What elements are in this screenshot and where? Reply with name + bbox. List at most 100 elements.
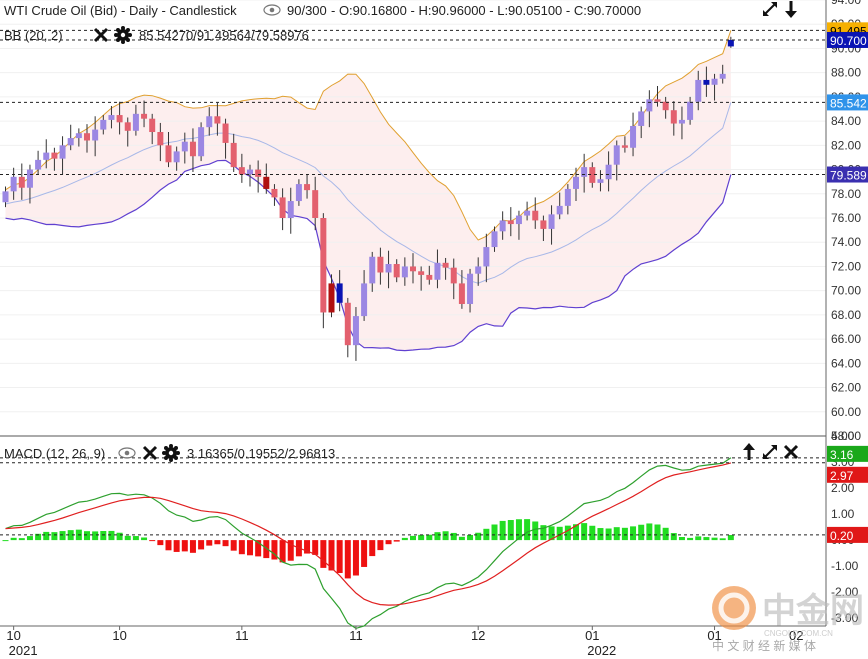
price-expand-icon[interactable] <box>763 2 777 16</box>
macd-histogram-bar <box>92 531 99 541</box>
watermark-tagline: 中 文 财 经 新 媒 体 <box>712 638 816 653</box>
macd-histogram-bar <box>605 528 612 541</box>
candle-body <box>165 145 172 163</box>
candle-body <box>515 215 522 225</box>
price-tick-label: 84.00 <box>831 114 861 128</box>
candle-body <box>173 151 180 163</box>
candle-body <box>711 78 718 85</box>
macd-signal-line <box>5 462 732 606</box>
candle-body <box>450 267 457 284</box>
price-panel[interactable] <box>0 0 826 437</box>
bollinger-lower-line <box>5 159 732 352</box>
visibility-eye-icon[interactable] <box>263 4 281 16</box>
candle-body <box>230 142 237 168</box>
macd-remove-icon[interactable] <box>783 444 799 460</box>
bar-counter: 90/300 <box>287 3 327 18</box>
macd-histogram-bar <box>573 524 579 541</box>
candle-body <box>149 118 156 133</box>
axis-badge-bg <box>827 31 868 48</box>
candle-body <box>426 274 433 280</box>
macd-close-icon[interactable] <box>142 445 158 461</box>
macd-histogram-bar <box>116 532 123 541</box>
candle-body <box>605 164 612 180</box>
candle-body <box>2 191 9 203</box>
candle-body <box>255 169 262 177</box>
macd-histogram-bar <box>548 526 555 541</box>
price-tick-label: 76.00 <box>831 211 861 225</box>
macd-histogram-bar <box>385 540 392 545</box>
candle-body <box>483 247 490 267</box>
candle-body <box>475 266 482 274</box>
bb-close-icon[interactable] <box>93 27 109 43</box>
macd-move-up-icon[interactable] <box>743 443 755 460</box>
candle-body <box>271 188 278 198</box>
watermark-name: 中金网 <box>762 591 864 630</box>
macd-histogram-bar <box>230 540 237 551</box>
candle-body <box>418 271 425 275</box>
macd-histogram-bar <box>695 536 702 541</box>
macd-histogram-bar <box>393 540 400 542</box>
candle-body <box>43 152 50 160</box>
macd-histogram <box>2 519 734 579</box>
price-tick-label: 78.00 <box>831 187 861 201</box>
macd-histogram-bar <box>18 538 25 541</box>
candle-body <box>116 115 123 123</box>
time-label: 11 <box>349 628 363 643</box>
candle-body <box>336 283 343 303</box>
macd-histogram-bar <box>491 524 498 541</box>
time-label: 10 <box>112 628 126 643</box>
macd-tick-label: -1.00 <box>831 559 859 573</box>
macd-histogram-bar <box>287 540 294 561</box>
candle-body <box>352 316 359 346</box>
macd-histogram-bar <box>271 540 278 560</box>
watermark-logo-ring-icon <box>718 592 750 624</box>
macd-histogram-bar <box>727 535 734 541</box>
macd-histogram-bar <box>132 536 139 541</box>
macd-histogram-bar <box>352 540 359 576</box>
candle-body <box>410 266 416 272</box>
macd-histogram-bar <box>312 540 319 555</box>
candle-body <box>67 138 74 146</box>
candle-body <box>695 79 702 102</box>
candle-body <box>132 113 139 131</box>
candle-body <box>662 101 669 111</box>
candle-body <box>540 220 547 229</box>
macd-settings-gear-icon[interactable] <box>162 444 180 462</box>
bollinger-band-fill <box>5 30 731 351</box>
candle-body <box>532 210 539 221</box>
axis-badge-bg <box>827 526 868 543</box>
macd-histogram-bar <box>467 534 474 541</box>
candle-body <box>344 302 351 346</box>
price-move-down-icon[interactable] <box>785 1 797 18</box>
candle-body <box>434 262 441 280</box>
macd-indicator-label: MACD (12, 26, 9) <box>4 446 105 461</box>
price-tick-label: 74.00 <box>831 235 861 249</box>
bb-settings-gear-icon[interactable] <box>114 26 132 44</box>
candle-body <box>295 184 302 202</box>
candles-group <box>2 36 734 361</box>
macd-expand-icon[interactable] <box>763 445 777 459</box>
candle-body <box>393 264 400 278</box>
candle-body <box>75 133 82 139</box>
axis-badge-bg <box>827 466 868 483</box>
macd-histogram-bar <box>361 540 368 567</box>
macd-histogram-bar <box>67 530 74 541</box>
candle-body <box>630 125 637 148</box>
macd-histogram-bar <box>279 540 286 563</box>
macd-visibility-eye-icon[interactable] <box>118 447 136 459</box>
macd-histogram-bar <box>344 540 351 579</box>
macd-histogram-bar <box>401 537 408 541</box>
axis-badge-label: 0.20 <box>830 529 854 543</box>
price-tick-label: 68.00 <box>831 308 861 322</box>
candle-body <box>51 152 58 159</box>
macd-histogram-bar <box>670 533 677 541</box>
macd-histogram-bar <box>84 531 90 541</box>
candle-body <box>59 145 66 159</box>
macd-histogram-bar <box>515 519 522 541</box>
macd-panel[interactable] <box>0 457 826 630</box>
macd-histogram-bar <box>621 527 628 541</box>
macd-histogram-bar <box>654 524 661 541</box>
candle-body <box>638 111 645 126</box>
macd-histogram-bar <box>638 524 645 541</box>
candle-body <box>467 273 474 304</box>
